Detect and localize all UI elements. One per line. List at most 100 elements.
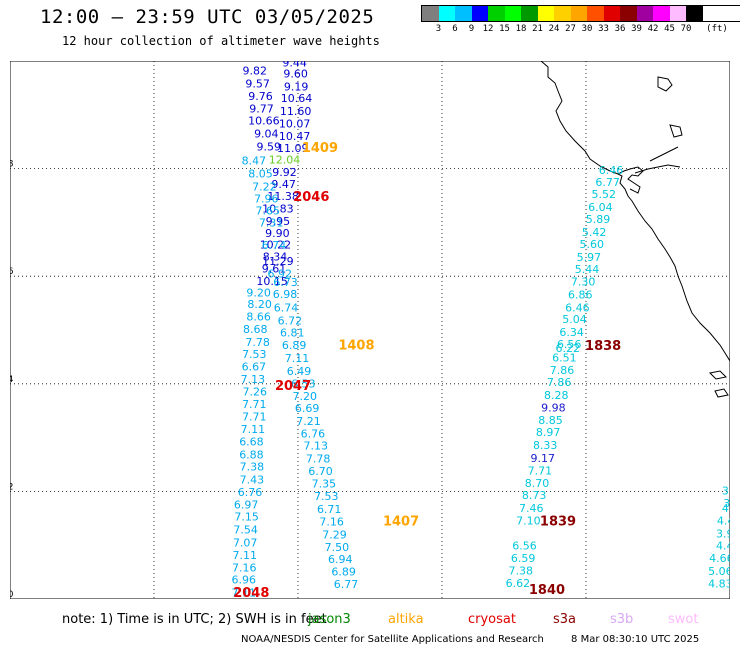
wave-height-value: 5.60 <box>580 238 605 251</box>
legend-swatch <box>620 6 637 21</box>
wave-height-value: 7.46 <box>519 502 544 515</box>
wave-height-value: 7.53 <box>314 490 339 503</box>
wave-height-value: 7.22 <box>252 180 277 193</box>
inland-waterway <box>634 146 681 174</box>
wave-height-value: 4.4 <box>717 514 730 527</box>
legend-swatch <box>438 6 455 21</box>
wave-height-value: 11.29 <box>262 255 294 268</box>
wave-height-value: 10.07 <box>279 117 311 130</box>
wave-height-value: 7.30 <box>571 276 596 289</box>
wave-height-value: 5.06 <box>708 565 730 578</box>
legend-labels: 3 6 9 12 15 18 21 24 27 30 33 36 39 42 45 70 (ft) <box>421 22 740 36</box>
pass-time-label: 1407 <box>383 514 419 529</box>
wave-height-value: 8.73 <box>522 489 547 502</box>
wave-height-value: 8.28 <box>544 389 569 402</box>
wave-height-value: 11.09 <box>277 142 309 155</box>
wave-height-value: 9.82 <box>243 65 268 78</box>
wave-height-value: 9.60 <box>283 67 308 80</box>
legend-label: 70 <box>680 24 692 34</box>
legend-swatches <box>421 5 740 22</box>
coastline <box>540 61 730 398</box>
wave-height-value: 6.56 <box>512 540 537 553</box>
wave-height-value: 4.83 <box>708 577 730 590</box>
wave-height-value: 7.11 <box>241 423 266 436</box>
map-frame <box>10 61 730 599</box>
wave-height-value: 7.78 <box>306 453 331 466</box>
pass-time-label: 2046 <box>293 190 329 205</box>
pass-time-label: 1409 <box>302 141 338 156</box>
wave-height-value: 6.69 <box>295 402 320 415</box>
legend-swatch <box>521 6 538 21</box>
wave-height-value: 7.21 <box>296 415 321 428</box>
wave-height-value: 7.11 <box>285 352 310 365</box>
wave-height-value: 8.97 <box>536 426 561 439</box>
pass-time-label: 1840 <box>529 583 565 598</box>
satellite-s3b: s3b <box>610 612 634 627</box>
legend-swatch <box>603 6 620 21</box>
wave-height-value: 9.90 <box>265 227 290 240</box>
wave-height-value: 7.15 <box>234 511 259 524</box>
wave-height-value: 8.70 <box>525 477 550 490</box>
wave-height-value: 11.60 <box>280 105 312 118</box>
wave-height-value: 5.44 <box>575 263 600 276</box>
wave-height-value: 7.96 <box>254 193 279 206</box>
wave-height-value: 6.97 <box>234 498 259 511</box>
wave-height-value: 9.98 <box>541 401 566 414</box>
legend-label: 30 <box>581 24 593 34</box>
wave-height-value: 6.70 <box>308 465 333 478</box>
legend-label: 6 <box>452 24 458 34</box>
wave-height-value: 6.22 <box>556 342 581 355</box>
channel-island-1 <box>708 370 728 380</box>
legend-label: 39 <box>631 24 642 34</box>
wave-height-value: 5.97 <box>577 251 602 264</box>
latitude-label: 40 <box>10 61 14 62</box>
wave-height-value: 7.43 <box>240 474 265 487</box>
wave-height-value: 6.94 <box>328 553 353 566</box>
wave-height-value: 7.71 <box>242 398 267 411</box>
wave-height-legend: 3 6 9 12 15 18 21 24 27 30 33 36 39 42 45 70 (ft) <box>421 5 740 36</box>
wave-height-value: 6.59 <box>511 552 536 565</box>
wave-height-value: 6.62 <box>506 577 531 590</box>
altimeter-map: -135-132-129-126-123-120403836343230 9.4… <box>10 61 730 599</box>
legend-swatch <box>686 6 703 21</box>
san-francisco-bay <box>617 166 644 194</box>
legend-label: 24 <box>548 24 560 34</box>
legend-swatch <box>455 6 472 21</box>
graticule: -135-132-129-126-123-120403836343230 <box>10 61 730 599</box>
wave-height-value: 6.86 <box>568 288 593 301</box>
wave-height-value: 8.47 <box>242 155 267 168</box>
map-canvas: -135-132-129-126-123-120403836343230 9.4… <box>10 61 730 599</box>
wave-height-value: 8.66 <box>246 311 271 324</box>
latitude-label: 36 <box>10 267 14 277</box>
pass-time-label: 1406 <box>402 598 438 599</box>
wave-height-value: 6.74 <box>274 301 299 314</box>
wave-height-value: 9.57 <box>245 78 270 91</box>
wave-height-value: 7.13 <box>304 440 329 453</box>
wave-height-value: 4. <box>722 502 730 515</box>
wave-height-value: 5.42 <box>582 226 607 239</box>
legend-swatch <box>653 6 670 21</box>
wave-height-value: 6.73 <box>273 276 298 289</box>
wave-height-value: 7.50 <box>325 541 350 554</box>
legend-label: 45 <box>664 24 675 34</box>
wave-height-value: 6.68 <box>239 435 264 448</box>
legend-label: 18 <box>515 24 527 34</box>
wave-height-value: 7.38 <box>508 564 533 577</box>
wave-height-value: 10.83 <box>262 202 294 215</box>
wave-height-value: 6.92 <box>268 268 293 281</box>
legend-label: 36 <box>614 24 626 34</box>
wave-height-value: 9.20 <box>246 286 271 299</box>
wave-height-value: 9.19 <box>284 80 309 93</box>
legend-label: 21 <box>532 24 543 34</box>
latitude-label: 38 <box>10 160 14 170</box>
wave-height-value: 7.71 <box>242 411 267 424</box>
wave-height-value: 7.86 <box>550 364 575 377</box>
wave-height-value: 6.76 <box>238 486 263 499</box>
wave-height-value: 6.77 <box>334 578 359 591</box>
legend-swatch <box>554 6 571 21</box>
wave-height-value: 10.22 <box>260 238 292 251</box>
wave-height-value: 7.71 <box>528 464 553 477</box>
legend-label: 33 <box>598 24 609 34</box>
legend-swatch <box>636 6 653 21</box>
